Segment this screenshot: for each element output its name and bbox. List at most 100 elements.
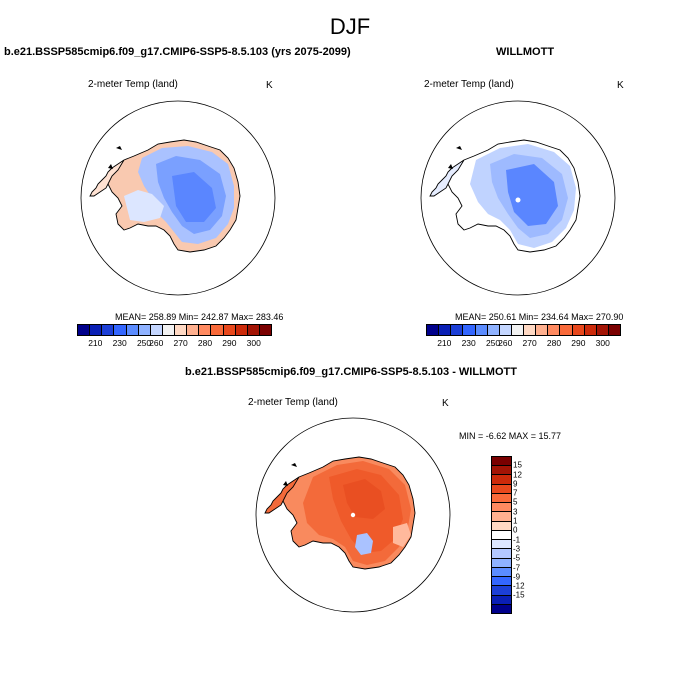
panel1-title: b.e21.BSSP585cmip6.f09_g17.CMIP6-SSP5-8.…	[4, 46, 351, 58]
colorbar-tick-label: 260	[149, 338, 164, 348]
colorbar-tick-label: 300	[595, 338, 610, 348]
colorbar-tick-label: 12	[513, 470, 522, 480]
cooling-zone	[355, 533, 373, 555]
south-shetland-islands	[108, 146, 122, 169]
colorbar-box	[247, 325, 260, 335]
colorbar-tick-label: 1	[513, 516, 518, 526]
colorbar-box	[492, 595, 511, 605]
colorbar-tick-label: -5	[513, 553, 521, 563]
colorbar-tick-label: 300	[246, 338, 261, 348]
panel3-title: b.e21.BSSP585cmip6.f09_g17.CMIP6-SSP5-8.…	[185, 366, 517, 378]
colorbar-box	[475, 325, 488, 335]
colorbar-box	[451, 325, 464, 335]
colorbar-box	[492, 567, 511, 578]
colorbar-box	[138, 325, 151, 335]
colorbar-box	[536, 325, 549, 335]
colorbar-box	[608, 325, 620, 335]
south-pole-marker	[350, 512, 356, 518]
west-antarctica-zone	[124, 190, 164, 222]
colorbar-tick-label: -12	[513, 581, 525, 591]
colorbar-box	[572, 325, 585, 335]
colorbar-box	[114, 325, 127, 335]
coastal-mild-zone	[393, 523, 411, 547]
colorbar-box	[584, 325, 597, 335]
panel2-stats: MEAN= 250.61 Min= 234.64 Max= 270.90	[455, 312, 624, 322]
colorbar-box	[524, 325, 537, 335]
panel3-polar-map	[255, 417, 451, 613]
colorbar-box	[199, 325, 212, 335]
colorbar-tick-label: 15	[513, 460, 522, 470]
colorbar-tick-label: 260	[498, 338, 513, 348]
panel1-colorbar-labels: 210 230 250 260 270 280 290 300	[77, 338, 272, 348]
colorbar-tick-label: -1	[513, 535, 521, 545]
panel2-variable: 2-meter Temp (land)	[424, 79, 514, 90]
plateau-core	[172, 172, 216, 222]
coastline	[429, 139, 581, 253]
colorbar-tick-label: -9	[513, 572, 521, 582]
colorbar-tick-label: -15	[513, 590, 525, 600]
colorbar-box	[499, 325, 512, 335]
colorbar-box	[492, 466, 511, 476]
colorbar-tick-label: 210	[437, 338, 452, 348]
colorbar-box	[427, 325, 440, 335]
colorbar-box	[492, 586, 511, 596]
antarctic-peninsula	[430, 160, 464, 196]
colorbar-tick-label: 270	[522, 338, 537, 348]
south-pole-marker	[515, 197, 521, 203]
colorbar-tick-label: 5	[513, 497, 518, 507]
panel2-polar-map	[420, 100, 616, 296]
colorbar-box	[259, 325, 271, 335]
panel2-colorbar-labels: 210 230 250 260 270 280 290 300	[426, 338, 621, 348]
panel1-variable: 2-meter Temp (land)	[88, 79, 178, 90]
colorbar-box	[492, 521, 511, 531]
colorbar-tick-label: 210	[88, 338, 103, 348]
colorbar-box	[492, 484, 511, 494]
panel3-units: K	[442, 398, 449, 409]
panel3-variable: 2-meter Temp (land)	[248, 397, 338, 408]
colorbar-box	[439, 325, 452, 335]
antarctic-peninsula	[90, 160, 124, 196]
south-shetland-islands	[283, 463, 297, 486]
colorbar-tick-label: 270	[173, 338, 188, 348]
colorbar-tick-label: 0	[513, 525, 518, 535]
colorbar-box	[487, 325, 500, 335]
figure-title: DJF	[329, 14, 371, 39]
colorbar-tick-label: 250	[136, 338, 152, 348]
colorbar-box	[78, 325, 91, 335]
panel1-units: K	[266, 80, 273, 91]
colorbar-tick-label: 3	[513, 507, 518, 517]
colorbar-box	[175, 325, 188, 335]
colorbar-box	[126, 325, 139, 335]
panel1-stats: MEAN= 258.89 Min= 242.87 Max= 283.46	[115, 312, 284, 322]
colorbar-tick-label: -7	[513, 563, 521, 573]
peak-warming-zone	[343, 479, 385, 519]
panel3-colorbar	[491, 456, 512, 614]
colorbar-tick-label: 9	[513, 479, 518, 489]
coastline	[264, 456, 416, 570]
colorbar-tick-label: 250	[485, 338, 501, 348]
colorbar-box	[102, 325, 115, 335]
colorbar-box	[492, 549, 511, 559]
colorbar-box	[548, 325, 561, 335]
plateau-core	[506, 164, 558, 226]
panel1-polar-map	[80, 100, 276, 296]
colorbar-box	[492, 457, 511, 467]
colorbar-box	[492, 475, 511, 485]
colorbar-tick-label: 290	[571, 338, 586, 348]
panel2-title: WILLMOTT	[496, 46, 555, 58]
colorbar-box	[235, 325, 248, 335]
colorbar-box	[187, 325, 200, 335]
colorbar-box	[492, 493, 511, 504]
colorbar-box	[150, 325, 163, 335]
antarctic-peninsula	[265, 477, 299, 513]
colorbar-box	[492, 558, 511, 568]
colorbar-tick-label: 7	[513, 488, 518, 498]
colorbar-tick-label: 280	[197, 338, 213, 348]
colorbar-tick-label: 280	[546, 338, 562, 348]
colorbar-box	[492, 540, 511, 550]
colorbar-box	[492, 503, 511, 513]
colorbar-box	[90, 325, 103, 335]
coastline	[89, 139, 241, 253]
colorbar-box	[211, 325, 224, 335]
colorbar-box	[463, 325, 476, 335]
